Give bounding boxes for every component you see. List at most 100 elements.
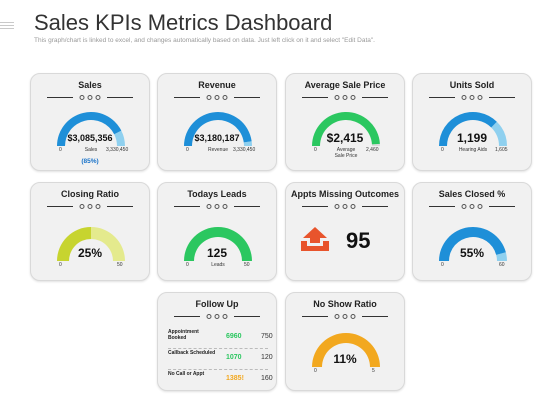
follow-up-row-no-call: No Call or Appt 1385! 160 (168, 371, 273, 389)
gauge-min: 0 (186, 262, 189, 268)
gauge-label: Revenue (207, 147, 228, 153)
card-average-sale-price[interactable]: Average Sale Price $2,415 0 Average Sale… (285, 73, 405, 171)
sales-gauge (57, 112, 125, 146)
gauge-remainder (491, 121, 507, 146)
avg-sale-price-value: $2,415 (326, 131, 364, 145)
row-label: Callback Scheduled (168, 350, 216, 356)
card-sales-closed[interactable]: Sales Closed % 55% 0 60 (412, 182, 532, 281)
card-appts-missing-outcomes[interactable]: Appts Missing Outcomes 95 (285, 182, 405, 281)
card-title: Units Sold (449, 80, 495, 90)
closing-ratio-gauge (57, 227, 125, 261)
row-value: 1385! (226, 375, 244, 382)
card-divider (302, 204, 388, 210)
gauge-fill (439, 227, 506, 261)
card-divider (47, 95, 133, 101)
card-title: Todays Leads (187, 189, 247, 199)
gauge-fill (312, 333, 380, 367)
card-title: Sales Closed % (438, 189, 506, 199)
gauge-remainder (91, 227, 125, 261)
row-label: Appointment Booked (168, 329, 199, 341)
card-divider (429, 204, 515, 210)
upload-tray-icon (301, 227, 329, 251)
sales-percent: (85%) (81, 158, 99, 165)
card-sales[interactable]: Sales $3,085,356 0 Sales 3,330,450 (85%) (30, 73, 150, 171)
gauge-fill (184, 227, 252, 261)
gauge-min: 0 (441, 262, 444, 268)
gauge-min: 0 (314, 368, 317, 374)
gauge-label: Hearing Aids (458, 147, 488, 153)
card-todays-leads[interactable]: Todays Leads 125 0 Leads 50 (157, 182, 277, 281)
gauge-max: 2,460 (366, 147, 379, 153)
sales-closed-gauge (439, 227, 507, 261)
card-title: Appts Missing Outcomes (290, 189, 399, 199)
card-closing-ratio[interactable]: Closing Ratio 25% 0 50 (30, 182, 150, 281)
row-total: 160 (261, 375, 273, 382)
gauge-label: Leads (211, 262, 225, 268)
sales-value: $3,085,356 (67, 133, 113, 143)
gauge-min: 0 (186, 147, 189, 153)
card-divider (429, 95, 515, 101)
card-no-show-ratio[interactable]: No Show Ratio 11% 0 5 (285, 292, 405, 391)
card-divider (302, 314, 388, 320)
row-total: 120 (261, 354, 273, 361)
row-total: 750 (261, 333, 273, 340)
closing-ratio-value: 25% (77, 246, 103, 260)
gauge-min: 0 (314, 147, 317, 153)
gauge-fill (57, 112, 122, 146)
gauge-remainder (243, 141, 252, 146)
page-title: Sales KPIs Metrics Dashboard (34, 10, 333, 35)
card-divider (302, 95, 388, 101)
card-divider (174, 95, 260, 101)
divider (168, 348, 268, 349)
gauge-remainder (496, 252, 507, 261)
card-title: Revenue (198, 80, 236, 90)
gauge-remainder (114, 130, 125, 146)
gauge-fill (184, 112, 252, 146)
sales-closed-value: 55% (459, 246, 485, 260)
divider (168, 369, 268, 370)
gauge-fill (312, 112, 380, 146)
avg-sale-price-gauge (312, 112, 380, 146)
page-subtitle: This graph/chart is linked to excel, and… (34, 37, 375, 44)
todays-leads-gauge (184, 227, 252, 261)
gauge-max: 50 (117, 262, 123, 268)
appts-missing-value: 95 (346, 228, 371, 253)
gauge-max: 3,330,450 (233, 147, 256, 153)
row-label: No Call or Appt (168, 371, 205, 377)
gauge-max: 5 (372, 368, 375, 374)
no-show-ratio-gauge (312, 333, 380, 367)
gauge-min: 0 (59, 262, 62, 268)
card-title: No Show Ratio (313, 299, 377, 309)
card-revenue[interactable]: Revenue $3,180,187 0 Revenue 3,330,450 (157, 73, 277, 171)
no-show-ratio-value: 11% (333, 352, 357, 366)
card-divider (174, 314, 260, 320)
card-title: Average Sale Price (304, 80, 386, 90)
card-title: Sales (78, 80, 102, 90)
gauge-fill (57, 227, 91, 261)
gauge-max: 3,330,450 (106, 147, 129, 153)
follow-up-row-callback: Callback Scheduled 1070 120 (168, 350, 273, 368)
gauge-max: 50 (244, 262, 250, 268)
gauge-label: Sales (84, 147, 98, 153)
units-sold-gauge (439, 111, 507, 146)
gauge-min: 0 (441, 147, 444, 153)
revenue-value: $3,180,187 (194, 133, 240, 143)
row-value: 6960 (226, 333, 242, 340)
card-follow-up[interactable]: Follow Up Appointment Booked 6960 750 Ca… (157, 292, 277, 391)
decorative-lines (0, 22, 14, 31)
todays-leads-value: 125 (206, 246, 228, 260)
units-sold-value: 1,199 (456, 131, 488, 145)
gauge-max: 1,605 (495, 147, 508, 153)
card-units-sold[interactable]: Units Sold 1,199 0 Hearing Aids 1,605 (412, 73, 532, 171)
gauge-remainder (371, 143, 380, 146)
follow-up-row-appointment: Appointment Booked 6960 750 (168, 329, 273, 347)
gauge-label-line2: Sale Price (334, 153, 358, 159)
gauge-fill (439, 111, 497, 146)
card-divider (47, 204, 133, 210)
gauge-max: 60 (499, 262, 505, 268)
row-value: 1070 (226, 354, 242, 361)
card-divider (174, 204, 260, 210)
card-title: Follow Up (195, 299, 239, 309)
gauge-min: 0 (59, 147, 62, 153)
card-title: Closing Ratio (61, 189, 119, 199)
